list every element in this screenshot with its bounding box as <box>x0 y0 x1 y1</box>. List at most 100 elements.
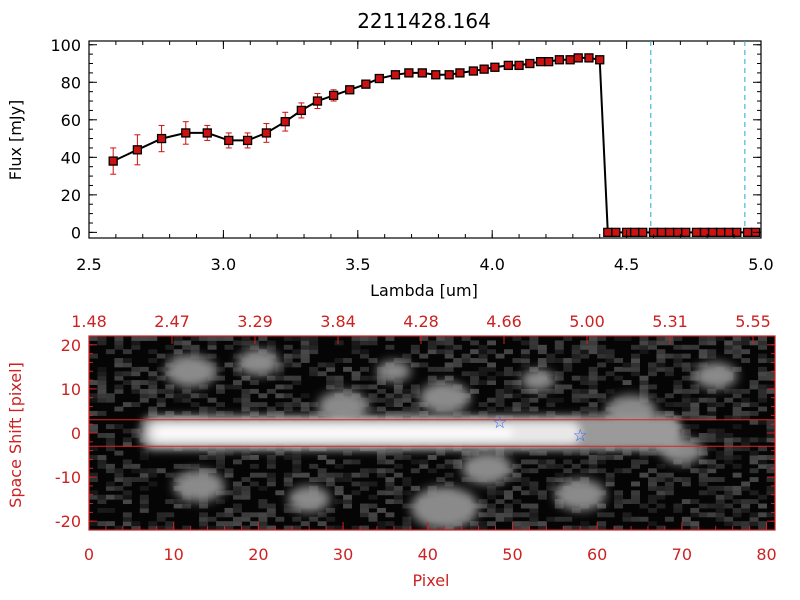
image-pixel <box>656 366 666 372</box>
image-pixel <box>749 384 759 390</box>
image-pixel <box>182 463 192 469</box>
image-pixel <box>436 336 446 341</box>
image-pixel <box>114 375 124 381</box>
data-point <box>664 227 675 238</box>
image-pixel <box>97 507 107 513</box>
image-pixel <box>614 499 624 505</box>
image-pixel <box>122 477 132 482</box>
image-pixel <box>105 349 115 355</box>
data-point <box>630 227 640 238</box>
image-pixel <box>749 340 759 346</box>
image-pixel <box>520 353 530 359</box>
image-pixel <box>292 459 302 465</box>
image-pixel <box>283 362 293 368</box>
image-pixel <box>673 507 683 513</box>
spectrum-axes: 2.5 3.0 3.5 4.0 4.5 5.0 0 20 40 60 80 100 <box>50 36 773 274</box>
image-pixel <box>554 397 564 403</box>
image-pixel <box>487 485 497 491</box>
image-blob <box>237 349 280 376</box>
image-pixel <box>165 499 175 505</box>
image-pixel <box>334 485 344 491</box>
image-pixel <box>360 349 369 355</box>
image-pixel <box>122 371 132 377</box>
image-pixel <box>571 388 581 394</box>
image-pixel <box>749 477 759 482</box>
image-pixel <box>588 393 598 399</box>
image-pixel <box>376 521 386 527</box>
data-point <box>584 53 594 63</box>
x-tick-label: 3.5 <box>345 255 370 274</box>
image-pixel <box>639 349 649 355</box>
image-pixel <box>419 463 429 469</box>
image-pixel <box>89 428 98 434</box>
image-pixel <box>114 485 124 491</box>
image-pixel <box>537 344 547 350</box>
image-pixel <box>453 410 463 416</box>
y-tick-label: 10 <box>61 380 81 399</box>
image-pixel <box>681 433 691 438</box>
image-pixel <box>131 336 141 341</box>
image-pixel <box>478 366 488 372</box>
image-pixel <box>410 459 420 465</box>
image-pixel <box>741 485 751 491</box>
image-pixel <box>241 393 251 399</box>
data-point <box>181 128 191 138</box>
image-pixel <box>554 371 564 377</box>
image-pixel <box>444 340 454 346</box>
image-pixel <box>529 344 539 350</box>
image-pixel <box>232 521 242 527</box>
image-pixel <box>639 459 649 465</box>
image-pixel <box>537 521 547 527</box>
image-pixel <box>131 344 141 350</box>
image-pixel <box>224 521 234 527</box>
image-pixel <box>97 521 107 527</box>
image-pixel <box>207 406 217 412</box>
chart-title: 2211428.164 <box>357 9 491 33</box>
image-pixel <box>698 468 708 474</box>
image-pixel <box>749 402 759 408</box>
image-pixel <box>300 340 310 346</box>
image-pixel <box>673 503 683 509</box>
image-pixel <box>351 375 361 381</box>
image-pixel <box>656 490 666 496</box>
data-point <box>328 90 339 101</box>
image-pixel <box>266 512 276 518</box>
image-pixel <box>199 336 209 341</box>
image-pixel <box>275 393 285 399</box>
image-pixel <box>97 410 107 416</box>
image-pixel <box>732 410 742 416</box>
image-pixel <box>580 521 590 527</box>
image-pixel <box>546 358 556 363</box>
image-pixel <box>656 503 666 509</box>
spectrum-y-label: Flux [mJy] <box>6 100 25 181</box>
image-pixel <box>326 362 336 368</box>
image-pixel <box>207 397 217 403</box>
image-pixel <box>478 380 488 385</box>
image-pixel <box>343 459 353 465</box>
image-pixel <box>122 521 132 527</box>
image-pixel <box>122 441 132 447</box>
image-blob <box>694 362 737 389</box>
image-pixel <box>673 415 683 421</box>
image-pixel <box>122 490 132 496</box>
image-pixel <box>732 388 742 394</box>
image-pixel <box>588 344 598 350</box>
image-pixel <box>588 455 598 460</box>
image-pixel <box>698 433 708 438</box>
image-pixel <box>537 358 547 363</box>
image-pixel <box>199 499 209 505</box>
data-point <box>479 64 489 74</box>
image-pixel <box>393 410 403 416</box>
image-pixel <box>258 503 268 509</box>
image-pixel <box>571 507 581 513</box>
top-tick-label: 1.48 <box>71 312 107 331</box>
image-pixel <box>139 380 149 385</box>
image-pixel <box>334 472 344 478</box>
image-pixel <box>512 402 522 408</box>
image-pixel <box>664 490 674 496</box>
image-pixel <box>216 455 226 460</box>
data-point <box>242 135 253 146</box>
image-pixel <box>766 384 775 390</box>
image-pixel <box>605 353 615 359</box>
image-pixel <box>368 393 378 399</box>
